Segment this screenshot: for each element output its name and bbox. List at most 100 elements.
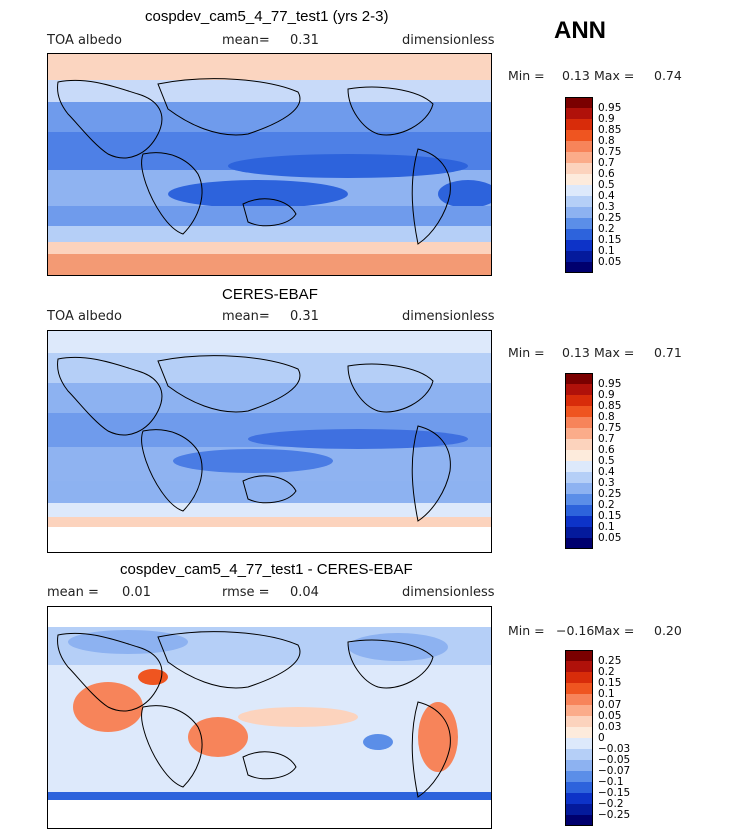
colorbar-tick-label: 0.2: [598, 666, 615, 678]
panel-1-min-label: Min =: [508, 68, 545, 83]
colorbar-swatch: [565, 163, 593, 174]
colorbar-swatch: [565, 749, 593, 760]
colorbar-tick-label: 0.25: [598, 488, 622, 500]
colorbar-swatch: [565, 439, 593, 450]
panel-2-variable-label: TOA albedo: [47, 309, 123, 324]
colorbar-swatch: [565, 472, 593, 483]
colorbar-tick-label: 0.15: [598, 510, 622, 522]
colorbar-swatch: [565, 97, 593, 108]
colorbar-tick-label: 0.25: [598, 212, 622, 224]
colorbar-swatch: [565, 218, 593, 229]
colorbar-tick-label: 0: [598, 732, 605, 744]
colorbar-swatch: [565, 782, 593, 793]
panel-2-min-value: 0.13: [562, 345, 590, 360]
colorbar-tick-label: 0.4: [598, 466, 615, 478]
panel-3-title: cospdev_cam5_4_77_test1 - CERES-EBAF: [120, 561, 413, 578]
panel-1-max-label: Max =: [594, 68, 635, 83]
colorbar-swatch: [565, 483, 593, 494]
colorbar-swatch: [565, 716, 593, 727]
colorbar-tick-label: −0.2: [598, 798, 624, 810]
colorbar-swatch: [565, 815, 593, 826]
colorbar-swatch: [565, 130, 593, 141]
panel-1-units: dimensionless: [402, 33, 495, 48]
colorbar-tick-label: −0.25: [598, 809, 631, 821]
colorbar-tick-label: 0.07: [598, 699, 622, 711]
colorbar-swatch: [565, 738, 593, 749]
colorbar-swatch: [565, 683, 593, 694]
panel-2-title: CERES-EBAF: [222, 286, 318, 303]
colorbar-tick-label: 0.05: [598, 532, 622, 544]
colorbar-swatch: [565, 240, 593, 251]
colorbar-swatch: [565, 174, 593, 185]
colorbar-swatch: [565, 516, 593, 527]
colorbar-tick-label: 0.15: [598, 234, 622, 246]
season-label: ANN: [554, 17, 606, 44]
panel-2-max-value: 0.71: [654, 345, 682, 360]
panel-3-rmse-value: 0.04: [290, 585, 319, 600]
colorbar-tick-label: 0.7: [598, 157, 615, 169]
panel-3-mean-value: 0.01: [122, 585, 151, 600]
colorbar-swatch: [565, 760, 593, 771]
colorbar-tick-label: 0.85: [598, 124, 622, 136]
colorbar-tick-label: 0.75: [598, 422, 622, 434]
colorbar-tick-label: 0.7: [598, 433, 615, 445]
colorbar-swatch: [565, 417, 593, 428]
colorbar-swatch: [565, 428, 593, 439]
colorbar-swatch: [565, 229, 593, 240]
colorbar-tick-label: 0.75: [598, 146, 622, 158]
colorbar-swatch: [565, 384, 593, 395]
colorbar-tick-label: −0.03: [598, 743, 631, 755]
panel-3-min-value: −0.16: [556, 623, 595, 638]
colorbar-swatch: [565, 505, 593, 516]
panel-3-units: dimensionless: [402, 585, 495, 600]
colorbar-swatch: [565, 694, 593, 705]
colorbar-swatch: [565, 650, 593, 661]
colorbar-swatch: [565, 152, 593, 163]
panel-3-max-value: 0.20: [654, 623, 682, 638]
panel-3-min-label: Min =: [508, 623, 545, 638]
panel-1-mean-label: mean=: [222, 33, 270, 48]
panel-3-max-label: Max =: [594, 623, 635, 638]
colorbar-tick-label: 0.8: [598, 135, 615, 147]
colorbar-swatch: [565, 406, 593, 417]
panel-1-title: cospdev_cam5_4_77_test1 (yrs 2-3): [145, 8, 389, 25]
colorbar-swatch: [565, 395, 593, 406]
colorbar-tick-label: 0.2: [598, 499, 615, 511]
colorbar-swatch: [565, 661, 593, 672]
colorbar-tick-label: 0.9: [598, 389, 615, 401]
colorbar-swatch: [565, 207, 593, 218]
colorbar-tick-label: 0.6: [598, 168, 615, 180]
colorbar-tick-label: 0.5: [598, 179, 615, 191]
panel-2-map: [47, 330, 492, 553]
colorbar-tick-label: 0.03: [598, 721, 622, 733]
colorbar-tick-label: −0.15: [598, 787, 631, 799]
colorbar-tick-label: 0.3: [598, 201, 615, 213]
colorbar-tick-label: 0.1: [598, 245, 615, 257]
panel-2-mean-value: 0.31: [290, 309, 319, 324]
colorbar-tick-label: 0.6: [598, 444, 615, 456]
colorbar-swatch: [565, 705, 593, 716]
colorbar-swatch: [565, 185, 593, 196]
colorbar-swatch: [565, 251, 593, 262]
colorbar-tick-label: −0.1: [598, 776, 624, 788]
colorbar-swatch: [565, 461, 593, 472]
colorbar-tick-label: 0.5: [598, 455, 615, 467]
colorbar-tick-label: 0.85: [598, 400, 622, 412]
colorbar-tick-label: 0.15: [598, 677, 622, 689]
colorbar-swatch: [565, 141, 593, 152]
colorbar-tick-label: 0.4: [598, 190, 615, 202]
colorbar-tick-label: 0.05: [598, 256, 622, 268]
colorbar-swatch: [565, 804, 593, 815]
colorbar-swatch: [565, 450, 593, 461]
colorbar-tick-label: 0.05: [598, 710, 622, 722]
colorbar-tick-label: 0.3: [598, 477, 615, 489]
colorbar-tick-label: 0.95: [598, 378, 622, 390]
panel-2-units: dimensionless: [402, 309, 495, 324]
colorbar-tick-label: 0.1: [598, 688, 615, 700]
panel-3-mean-label: mean =: [47, 585, 99, 600]
panel-2-min-label: Min =: [508, 345, 545, 360]
colorbar-swatch: [565, 119, 593, 130]
panel-3-map: [47, 606, 492, 829]
panel-3-rmse-label: rmse =: [222, 585, 270, 600]
panel-1-map: [47, 53, 492, 276]
